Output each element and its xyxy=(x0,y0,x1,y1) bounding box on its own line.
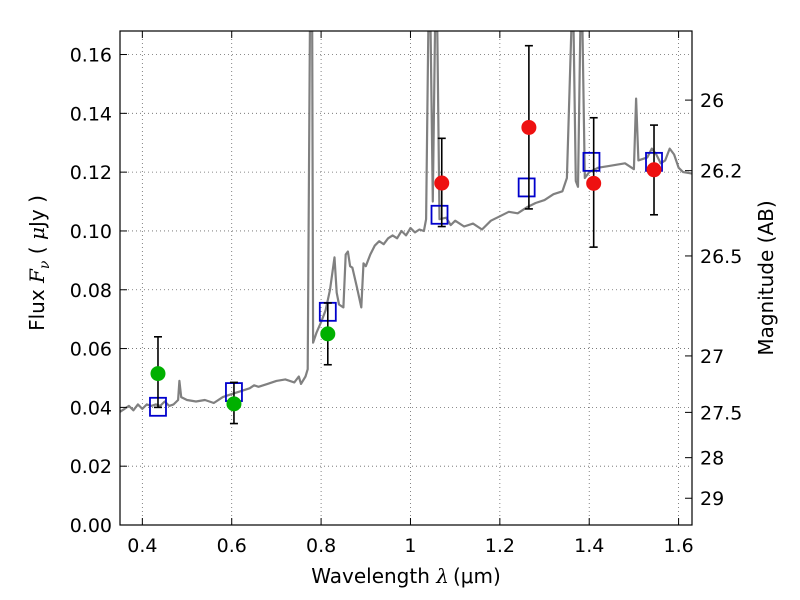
y2-tick-label: 29 xyxy=(700,488,724,510)
axis-ticks: 0.4 0.6 0.8 1 1.2 1.4 1.6 0.00 0.02 0.04 0.06 0.08 0… xyxy=(70,31,742,557)
nir-observations-point xyxy=(586,175,602,191)
optical-observations-point xyxy=(150,366,166,382)
plot-background xyxy=(120,31,692,525)
plot-content xyxy=(120,31,692,425)
x-tick-label: 1.2 xyxy=(485,535,515,557)
y-tick-label: 0.14 xyxy=(70,103,112,125)
y2-tick-label: 28 xyxy=(700,448,724,470)
y2-tick-label: 26.5 xyxy=(700,246,742,268)
optical-observations-point xyxy=(320,326,336,342)
y2-tick-label: 26.2 xyxy=(700,161,742,183)
x-tick-label: 0.4 xyxy=(127,535,157,557)
x-axis-label: Wavelength λ (μm) xyxy=(311,564,501,588)
x-tick-label: 0.6 xyxy=(217,535,247,557)
nir-observations-point xyxy=(434,175,450,191)
y2-tick-label: 27.5 xyxy=(700,402,742,424)
y-axis-label: Flux Fν ( μJy ) xyxy=(25,195,53,331)
y-tick-label: 0.04 xyxy=(70,397,112,419)
x-tick-label: 1.4 xyxy=(574,535,604,557)
y-tick-label: 0.10 xyxy=(70,221,112,243)
x-tick-label: 0.8 xyxy=(306,535,336,557)
nir-observations-point xyxy=(646,162,662,178)
model-photometry-square xyxy=(517,177,536,198)
model-photometry-square xyxy=(430,204,449,225)
nir-observations-point xyxy=(521,119,537,135)
y-tick-label: 0.06 xyxy=(70,339,112,361)
y-tick-label: 0.02 xyxy=(70,456,112,478)
y2-tick-label: 27 xyxy=(700,346,724,368)
model-photometry-square xyxy=(582,151,601,172)
y2-axis-label: Magnitude (AB) xyxy=(754,200,778,355)
y2-tick-label: 26 xyxy=(700,90,724,112)
optical-observations-point xyxy=(226,396,242,412)
x-tick-label: 1.6 xyxy=(663,535,693,557)
y-tick-label: 0.16 xyxy=(70,45,112,67)
y-tick-label: 0.00 xyxy=(70,515,112,537)
x-tick-label: 1 xyxy=(404,535,416,557)
plot-frame xyxy=(119,30,693,526)
y-tick-label: 0.12 xyxy=(70,162,112,184)
y-tick-label: 0.08 xyxy=(70,280,112,302)
